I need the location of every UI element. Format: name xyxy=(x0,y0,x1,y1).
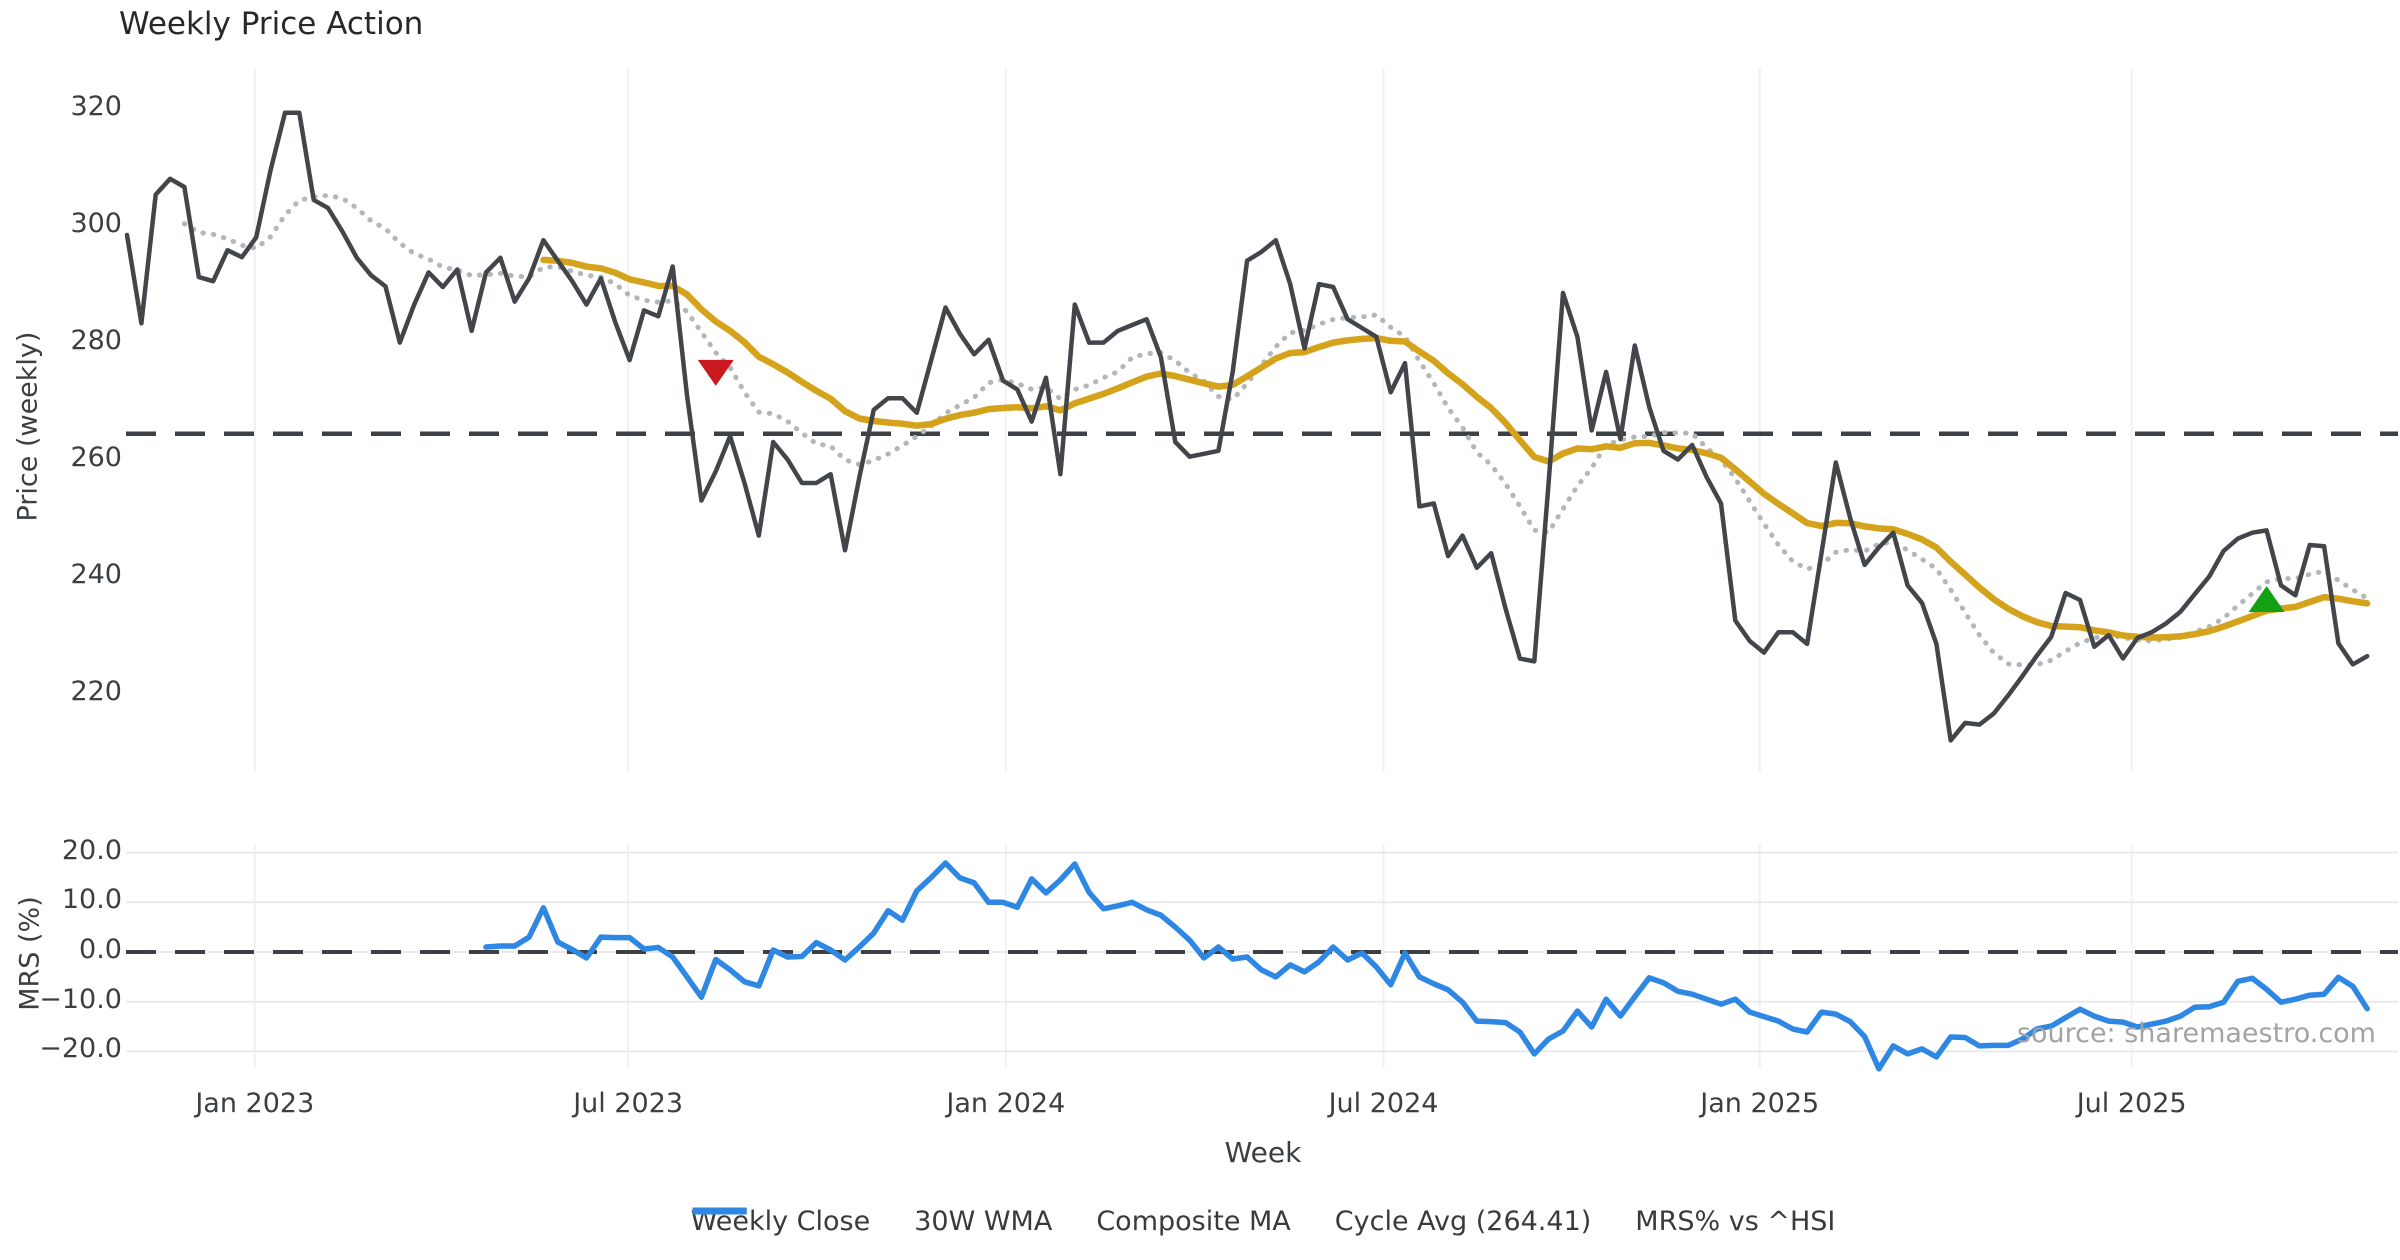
buy-signal-icon xyxy=(2248,586,2285,612)
x-tick-label: Jul 2025 xyxy=(2076,1088,2187,1119)
gridlines xyxy=(126,68,2398,1068)
mrs-tick-label: 20.0 xyxy=(61,834,122,866)
x-tick-label: Jul 2024 xyxy=(1328,1088,1439,1119)
price-tick-label: 280 xyxy=(70,324,122,356)
legend-label: 30W WMA xyxy=(914,1206,1053,1237)
mrs-tick-label: −10.0 xyxy=(39,983,122,1015)
composite-ma-line xyxy=(181,192,2370,668)
week-axis-label: Week xyxy=(1224,1136,1302,1169)
price-tick-label: 320 xyxy=(70,90,122,122)
price-tick-label: 300 xyxy=(70,207,122,239)
legend-item-composite-ma: Composite MA xyxy=(692,1206,1291,1237)
mrs-tick-label: 0.0 xyxy=(79,934,122,965)
source-credit: source: sharemaestro.com xyxy=(2016,1018,2376,1049)
legend-label: MRS% vs ^HSI xyxy=(1635,1206,1836,1237)
chart-legend: Weekly Close 30W WMA Composite MA Cycle … xyxy=(691,1206,1836,1237)
x-tick-label: Jul 2023 xyxy=(573,1088,684,1119)
mrs-line xyxy=(483,860,2370,1072)
price-tick-label: 260 xyxy=(70,441,122,473)
price-tick-label: 240 xyxy=(70,558,122,590)
legend-item-cycle-avg: Cycle Avg (264.41) xyxy=(692,1206,1592,1237)
x-tick-label: Jan 2023 xyxy=(195,1088,315,1119)
x-tick-label: Jan 2025 xyxy=(1700,1088,1820,1119)
mrs-tick-label: 10.0 xyxy=(61,884,122,916)
mrs-swatch-icon xyxy=(692,1207,747,1215)
mrs-tick-label: −20.0 xyxy=(39,1033,122,1065)
price-axis-label: Price (weekly) xyxy=(12,331,44,522)
price-tick-label: 220 xyxy=(70,675,122,707)
sell-signal-icon xyxy=(697,359,734,386)
legend-label: Cycle Avg (264.41) xyxy=(1334,1206,1592,1237)
weekly-close-line xyxy=(124,110,2370,743)
page-title: Weekly Price Action xyxy=(119,6,424,42)
legend-item-30w-wma: 30W WMA xyxy=(692,1206,1053,1237)
legend-item-mrs: MRS% vs ^HSI xyxy=(692,1206,1836,1237)
x-tick-label: Jan 2024 xyxy=(946,1088,1066,1119)
wma-30w-line xyxy=(540,256,2371,641)
legend-label: Composite MA xyxy=(1096,1206,1291,1237)
